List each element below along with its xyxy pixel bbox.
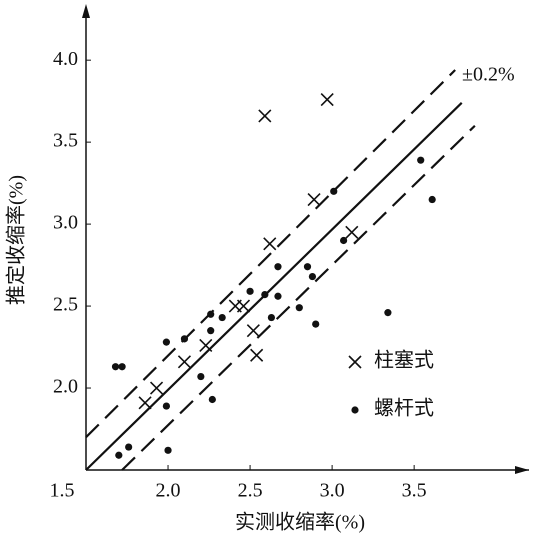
- point: [115, 451, 123, 459]
- point: [138, 396, 152, 410]
- point: [274, 292, 282, 300]
- point: [218, 313, 226, 322]
- x-tick-label: 3.0: [320, 480, 345, 502]
- point: [267, 313, 276, 322]
- point: [261, 290, 269, 299]
- y-tick-label: 2.0: [53, 376, 78, 398]
- x-axis-title: 实测收缩率(%): [235, 511, 365, 534]
- point: [208, 395, 216, 404]
- point: [228, 299, 242, 313]
- point: [303, 263, 312, 271]
- y-tick-label: 3.0: [53, 212, 78, 234]
- y-tick-label: 2.5: [53, 294, 78, 316]
- legend-item: 柱塞式: [348, 349, 434, 372]
- point: [149, 381, 164, 395]
- point: [207, 327, 215, 335]
- x-tick-label: 3.5: [402, 480, 427, 502]
- point: [207, 310, 215, 318]
- point: [258, 109, 272, 123]
- legend-marker: [348, 355, 362, 369]
- legend-marker: [351, 406, 359, 414]
- point: [312, 320, 320, 328]
- point: [339, 236, 348, 245]
- point: [330, 187, 338, 195]
- x-tick-label: 2.5: [238, 480, 263, 502]
- point: [345, 225, 359, 239]
- point: [274, 263, 282, 271]
- x-tick-label: 2.0: [156, 480, 181, 502]
- y-arrow: [82, 4, 90, 18]
- point: [246, 287, 254, 295]
- point: [197, 372, 205, 381]
- point: [164, 446, 172, 454]
- y-axis-title: 推定收缩率(%): [5, 175, 28, 305]
- y-tick-label: 4.0: [53, 48, 78, 70]
- y-tick-label: 3.5: [53, 130, 78, 152]
- reference-line: [85, 102, 463, 471]
- point: [384, 309, 392, 317]
- point: [320, 92, 334, 107]
- point: [118, 363, 126, 371]
- legend-label: 螺杆式: [374, 397, 434, 420]
- x-tick-label: 1.5: [50, 480, 75, 502]
- point: [246, 324, 260, 338]
- point: [162, 338, 170, 346]
- point: [250, 348, 264, 362]
- point: [180, 335, 189, 343]
- point: [263, 237, 277, 251]
- point: [177, 355, 192, 369]
- point: [111, 363, 120, 371]
- point: [307, 192, 321, 207]
- point: [417, 156, 425, 164]
- band-annotation: ±0.2%: [462, 64, 515, 86]
- point: [308, 272, 317, 281]
- reference-line: [85, 69, 456, 438]
- point: [125, 443, 133, 451]
- legend-item: 螺杆式: [351, 397, 434, 420]
- x-arrow: [515, 466, 529, 474]
- legend-label: 柱塞式: [374, 349, 434, 372]
- point: [199, 338, 213, 352]
- point: [428, 195, 436, 204]
- reference-line: [121, 124, 476, 471]
- point: [162, 402, 170, 410]
- point: [295, 304, 303, 312]
